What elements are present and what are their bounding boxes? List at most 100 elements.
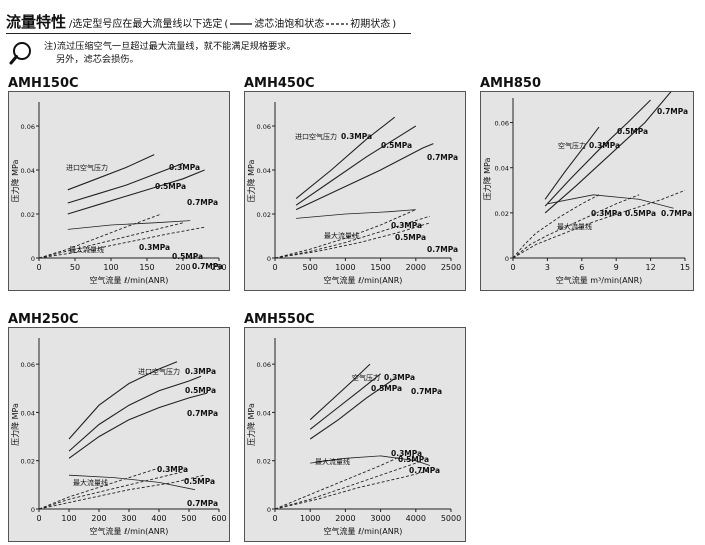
annotation-label: 0.3MPa [169, 163, 200, 172]
initial-state-line-0-5mpa [38, 469, 190, 510]
initial-state-line-0-5mpa [274, 215, 431, 259]
annotation-label: 0.7MPa [187, 499, 218, 508]
note-line-2: 另外，滤芯会损伤。 [56, 54, 139, 65]
x-tick-label: 250 [211, 263, 226, 272]
annotation-label: 最大流量线 [73, 478, 108, 487]
x-tick-label: 4000 [406, 514, 426, 523]
y-axis-label: 压力降 MPa [10, 403, 20, 446]
x-tick-label: 0 [272, 263, 277, 272]
x-tick-label: 5000 [441, 514, 461, 523]
initial-state-line-0-5mpa [38, 222, 184, 259]
max-flow-line [67, 220, 191, 230]
annotation-label: 进口空气压力 [66, 163, 108, 172]
x-tick-label: 15 [680, 263, 690, 272]
initial-state-line-0-5mpa [274, 460, 423, 510]
x-axis-label: 空气流量 ℓ/min(ANR) [324, 526, 403, 536]
x-tick-label: 200 [91, 514, 106, 523]
y-tick-label: 0.02 [257, 211, 271, 219]
x-tick-label: 500 [181, 514, 196, 523]
annotation-label: 0.5MPa [184, 477, 215, 486]
legend-solid-label: 滤芯油饱和状态 [254, 19, 325, 30]
chart-title: AMH550C [244, 312, 315, 327]
annotation-label: 0.5MPa [185, 386, 216, 395]
x-tick-label: 1000 [300, 514, 320, 523]
saturated-line-0-3mpa [67, 154, 155, 191]
annotation-label: 0.7MPa [411, 387, 442, 396]
solid-line-legend-icon [230, 23, 253, 25]
annotation-label: 0.7MPa [192, 262, 223, 271]
y-tick-label: 0.06 [257, 361, 271, 369]
annotation-label: 0.5MPa [172, 252, 203, 261]
y-axis-label: 压力降 MPa [246, 159, 256, 202]
annotation-label: 0.7MPa [187, 198, 218, 207]
initial-state-line-0-7mpa [38, 226, 205, 259]
annotation-label: 最大流量线 [69, 245, 104, 254]
x-axis-label: 空气流量 ℓ/min(ANR) [90, 275, 169, 285]
x-tick-label: 150 [139, 263, 154, 272]
annotation-label: 0.7MPa [657, 107, 688, 116]
chart-box: 0 100 200 300 400 500 600 0 0.02 0.04 0.06 空气流量 ℓ/m… [8, 327, 230, 542]
saturated-line-0-3mpa [68, 361, 178, 440]
chart-amh150c: 0 50 100 150 200 250 0 0.02 0.04 0.06 空气流量 ℓ/min(A… [10, 102, 227, 285]
annotation-label: 0.7MPa [427, 153, 458, 162]
saturated-line-0-5mpa [309, 373, 381, 430]
chart-amh250c: 0 100 200 300 400 500 600 0 0.02 0.04 0.06 空气流量 ℓ/m… [10, 338, 227, 536]
chart-amh550c: 0 1000 2000 3000 4000 5000 0 0.02 0.04 0.06 空气流量 ℓ… [246, 338, 461, 536]
x-tick-label: 100 [61, 514, 76, 523]
x-tick-label: 2000 [406, 263, 426, 272]
x-tick-label: 0 [36, 263, 41, 272]
initial-state-line-0-3mpa [512, 194, 600, 259]
annotation-label: 0.5MPa [381, 141, 412, 150]
max-flow-line [68, 474, 196, 491]
y-axis-label: 压力降 MPa [482, 157, 492, 200]
annotation-label: 0.5MPa [395, 233, 426, 242]
max-flow-line [310, 455, 431, 466]
x-tick-label: 3000 [370, 514, 390, 523]
annotation-label: 0.5MPa [617, 127, 648, 136]
saturated-line-0-7mpa [544, 88, 674, 214]
x-tick-label: 300 [121, 514, 136, 523]
x-axis-label: 空气流量 m³/min(ANR) [556, 275, 643, 285]
annotation-label: 进口空气压力 [138, 367, 180, 376]
subtitle-text: /选定型号应在最大流量线以下选定 [69, 19, 223, 30]
initial-state-line-0-3mpa [38, 213, 162, 259]
annotation-label: 空气压力 [558, 141, 586, 150]
x-tick-label: 0 [272, 514, 277, 523]
x-tick-label: 600 [211, 514, 226, 523]
saturated-line-0-3mpa [295, 116, 396, 200]
x-axis-label: 空气流量 ℓ/min(ANR) [90, 526, 169, 536]
annotation-label: 0.7MPa [427, 245, 458, 254]
x-tick-label: 2500 [441, 263, 461, 272]
y-tick-label: 0.06 [21, 123, 35, 131]
y-tick-label: 0.06 [21, 361, 35, 369]
x-tick-label: 200 [175, 263, 190, 272]
annotation-label: 0.7MPa [409, 466, 440, 475]
dash-line-legend-icon [326, 23, 349, 25]
annotation-label: 0.3MPa [591, 209, 622, 218]
annotation-label: 最大流量线 [324, 231, 359, 240]
annotation-label: 最大流量线 [315, 457, 350, 466]
chart-amh850: 0 3 6 9 12 15 0 0.02 0.04 0.06 空气流量 m³/min(ANR) 压力降… [482, 88, 692, 285]
x-tick-label: 0 [36, 514, 41, 523]
chart-title: AMH150C [8, 76, 79, 91]
x-axis-label: 空气流量 ℓ/min(ANR) [324, 275, 403, 285]
annotation-label: 0.7MPa [187, 409, 218, 418]
x-tick-label: 50 [70, 263, 80, 272]
y-tick-label: 0.04 [257, 167, 271, 175]
x-tick-label: 500 [303, 263, 318, 272]
x-tick-label: 100 [103, 263, 118, 272]
annotation-label: 0.3MPa [589, 141, 620, 150]
y-tick-label: 0.02 [21, 458, 35, 466]
x-tick-label: 1000 [335, 263, 355, 272]
saturated-line-0-7mpa [68, 392, 208, 459]
chart-box: 0 3 6 9 12 15 0 0.02 0.04 0.06 空气流量 m³/min(ANR) 压力降… [480, 88, 694, 291]
section-title: 流量特性 [6, 13, 67, 31]
saturated-line-0-7mpa [295, 143, 434, 211]
section-header: 流量特性 /选定型号应在最大流量线以下选定(滤芯油饱和状态 初期状态) [6, 10, 397, 32]
saturated-line-0-5mpa [544, 99, 651, 207]
y-tick-label: 0.06 [495, 120, 509, 128]
initial-state-line-0-3mpa [38, 467, 160, 510]
legend-dash-label: 初期状态 [350, 19, 391, 30]
y-tick-label: 0.04 [21, 167, 35, 175]
annotation-label: 0.5MPa [625, 209, 656, 218]
